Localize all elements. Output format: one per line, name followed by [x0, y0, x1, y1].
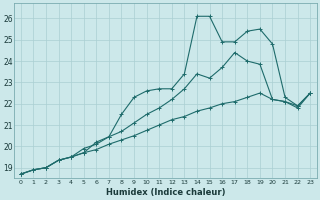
- X-axis label: Humidex (Indice chaleur): Humidex (Indice chaleur): [106, 188, 225, 197]
